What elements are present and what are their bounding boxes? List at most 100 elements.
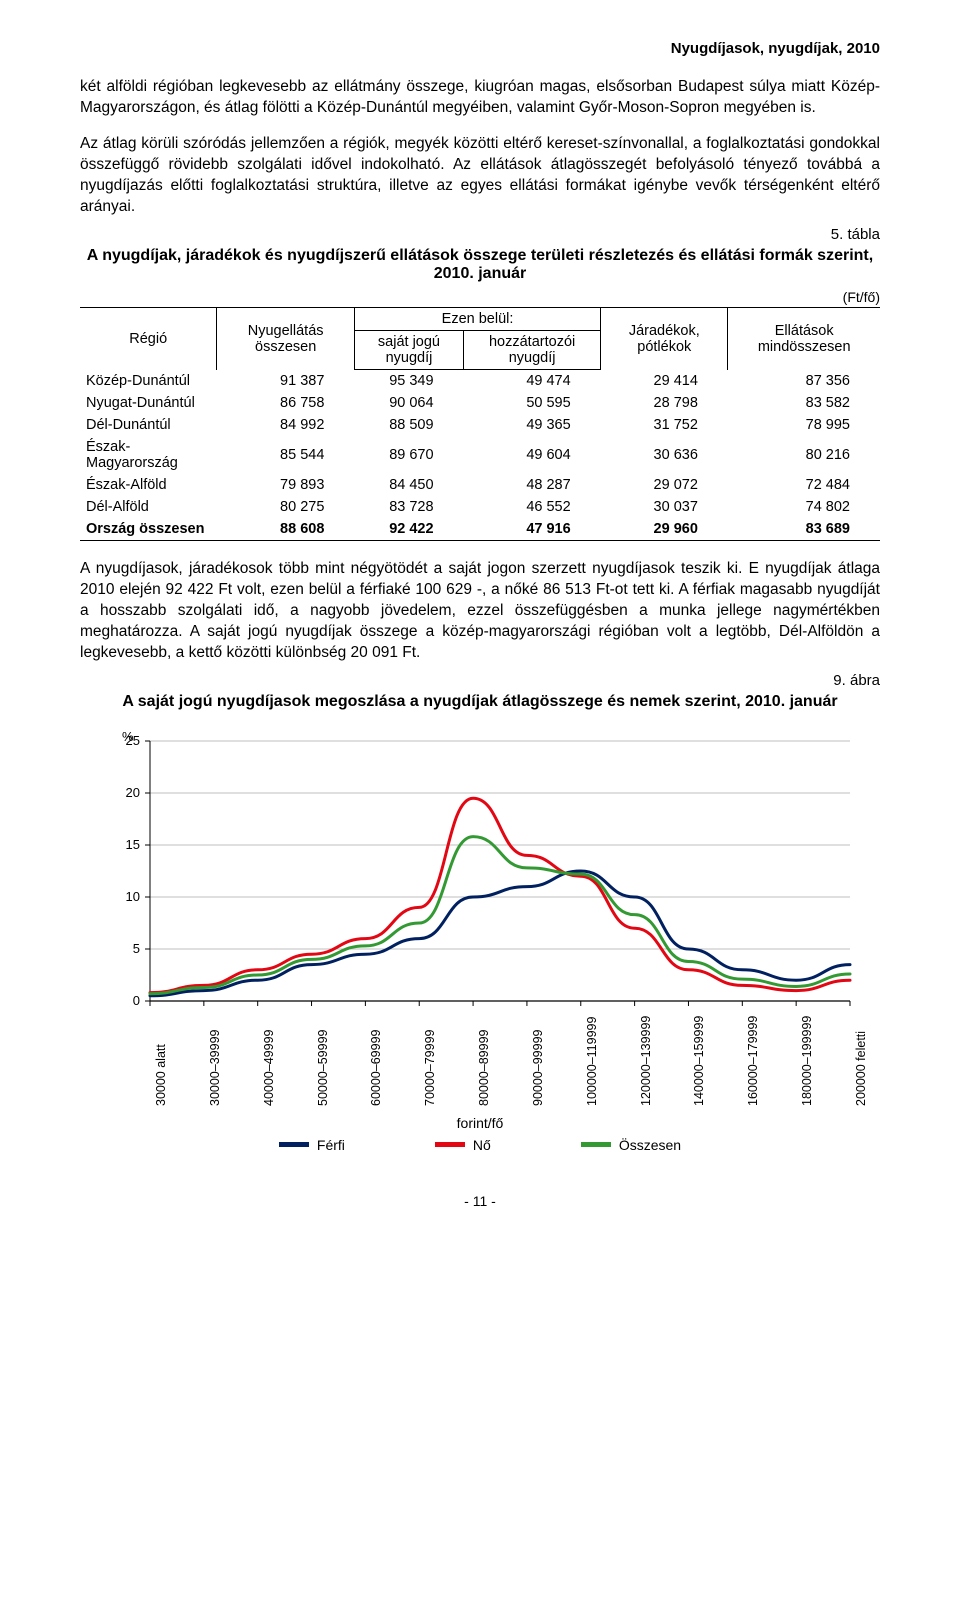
page-header-right: Nyugdíjasok, nyugdíjak, 2010 xyxy=(80,40,880,57)
table-row: Közép-Dunántúl91 38795 34949 47429 41487… xyxy=(80,370,880,393)
table-label: 5. tábla xyxy=(80,226,880,243)
x-tick-label: 200000 feletti xyxy=(854,1031,868,1106)
cell-region: Nyugat-Dunántúl xyxy=(80,392,217,414)
legend-swatch xyxy=(279,1142,309,1147)
table-row: Dél-Alföld80 27583 72846 55230 03774 802 xyxy=(80,496,880,518)
cell-region: Észak-Alföld xyxy=(80,474,217,496)
cell-value: 90 064 xyxy=(354,392,463,414)
cell-region: Közép-Dunántúl xyxy=(80,370,217,393)
cell-value: 49 604 xyxy=(464,436,601,474)
chart-legend: Férfi Nő Összesen xyxy=(80,1137,880,1153)
legend-swatch xyxy=(435,1142,465,1147)
x-tick-label: 30000 alatt xyxy=(154,1044,168,1106)
paragraph-1: két alföldi régióban legkevesebb az ellá… xyxy=(80,77,880,119)
svg-text:0: 0 xyxy=(133,993,140,1008)
legend-item: Nő xyxy=(435,1137,491,1153)
x-axis-title: forint/fő xyxy=(80,1115,880,1131)
cell-value: 87 356 xyxy=(728,370,880,393)
cell-value: 49 474 xyxy=(464,370,601,393)
paragraph-3: A nyugdíjasok, járadékosok több mint nég… xyxy=(80,559,880,664)
cell-value: 78 995 xyxy=(728,414,880,436)
cell-value: 31 752 xyxy=(601,414,728,436)
x-tick-label: 120000–139999 xyxy=(639,1015,653,1105)
cell-value: 83 582 xyxy=(728,392,880,414)
table-row: Észak-Alföld79 89384 45048 28729 07272 4… xyxy=(80,474,880,496)
col-ellatasok: Ellátások mindösszesen xyxy=(728,308,880,370)
cell-region: Dél-Alföld xyxy=(80,496,217,518)
chart-container: 0510152025% 30000 alatt30000–3999940000–… xyxy=(80,731,880,1153)
x-tick-label: 100000–119999 xyxy=(585,1016,599,1105)
col-sajat-jogu: saját jogú nyugdíj xyxy=(354,331,463,370)
col-nyugellatas: Nyugellátás összesen xyxy=(217,308,354,370)
x-tick-label: 180000–199999 xyxy=(800,1015,814,1105)
cell-value: 74 802 xyxy=(728,496,880,518)
cell-value: 80 275 xyxy=(217,496,354,518)
cell-value: 89 670 xyxy=(354,436,463,474)
line-chart: 0510152025% xyxy=(90,731,870,1021)
legend-item: Összesen xyxy=(581,1137,681,1153)
cell-value: 29 960 xyxy=(601,518,728,541)
svg-text:%: % xyxy=(122,731,134,744)
x-tick-label: 160000–179999 xyxy=(746,1015,760,1105)
cell-value: 84 992 xyxy=(217,414,354,436)
x-tick-label: 40000–49999 xyxy=(262,1029,276,1105)
legend-label: Nő xyxy=(473,1137,491,1153)
cell-value: 85 544 xyxy=(217,436,354,474)
cell-value: 80 216 xyxy=(728,436,880,474)
table-title: A nyugdíjak, járadékok és nyugdíjszerű e… xyxy=(80,247,880,283)
cell-value: 50 595 xyxy=(464,392,601,414)
cell-value: 92 422 xyxy=(354,518,463,541)
cell-value: 47 916 xyxy=(464,518,601,541)
svg-text:10: 10 xyxy=(126,889,140,904)
cell-region: Dél-Dunántúl xyxy=(80,414,217,436)
table-row: Nyugat-Dunántúl86 75890 06450 59528 7988… xyxy=(80,392,880,414)
cell-value: 46 552 xyxy=(464,496,601,518)
x-tick-label: 90000–99999 xyxy=(531,1029,545,1105)
cell-value: 83 728 xyxy=(354,496,463,518)
x-axis-labels: 30000 alatt 30000–39999 40000–49999 50000–5… xyxy=(150,1021,850,1111)
cell-value: 48 287 xyxy=(464,474,601,496)
x-tick-label: 60000–69999 xyxy=(369,1029,383,1105)
cell-value: 30 037 xyxy=(601,496,728,518)
cell-value: 49 365 xyxy=(464,414,601,436)
cell-value: 88 608 xyxy=(217,518,354,541)
paragraph-2: Az átlag körüli szóródás jellemzően a ré… xyxy=(80,134,880,218)
cell-value: 79 893 xyxy=(217,474,354,496)
cell-region: Észak-Magyarország xyxy=(80,436,217,474)
col-region: Régió xyxy=(80,308,217,370)
legend-item: Férfi xyxy=(279,1137,345,1153)
table-row: Észak-Magyarország85 54489 67049 60430 6… xyxy=(80,436,880,474)
svg-text:15: 15 xyxy=(126,837,140,852)
x-tick-label: 70000–79999 xyxy=(423,1029,437,1105)
cell-value: 29 072 xyxy=(601,474,728,496)
data-table: Régió Nyugellátás összesen Ezen belül: J… xyxy=(80,307,880,541)
cell-value: 30 636 xyxy=(601,436,728,474)
table-row: Ország összesen88 60892 42247 91629 9608… xyxy=(80,518,880,541)
cell-value: 84 450 xyxy=(354,474,463,496)
table-row: Dél-Dunántúl84 99288 50949 36531 75278 9… xyxy=(80,414,880,436)
figure-label: 9. ábra xyxy=(80,672,880,689)
cell-region: Ország összesen xyxy=(80,518,217,541)
x-tick-label: 50000–59999 xyxy=(316,1029,330,1105)
legend-label: Összesen xyxy=(619,1137,681,1153)
cell-value: 88 509 xyxy=(354,414,463,436)
cell-value: 72 484 xyxy=(728,474,880,496)
chart-title: A saját jogú nyugdíjasok megoszlása a ny… xyxy=(80,693,880,711)
x-tick-label: 30000–39999 xyxy=(208,1029,222,1105)
x-tick-label: 80000–89999 xyxy=(477,1029,491,1105)
legend-swatch xyxy=(581,1142,611,1147)
col-group-ezenbelul: Ezen belül: xyxy=(354,308,600,331)
page-footer: - 11 - xyxy=(80,1193,880,1209)
col-hozzatartozoi: hozzátartozói nyugdíj xyxy=(464,331,601,370)
svg-text:20: 20 xyxy=(126,785,140,800)
svg-text:5: 5 xyxy=(133,941,140,956)
cell-value: 86 758 xyxy=(217,392,354,414)
cell-value: 91 387 xyxy=(217,370,354,393)
table-unit: (Ft/fő) xyxy=(80,289,880,305)
cell-value: 95 349 xyxy=(354,370,463,393)
legend-label: Férfi xyxy=(317,1137,345,1153)
x-tick-label: 140000–159999 xyxy=(692,1015,706,1105)
cell-value: 83 689 xyxy=(728,518,880,541)
col-jaradekok: Járadékok, pótlékok xyxy=(601,308,728,370)
cell-value: 29 414 xyxy=(601,370,728,393)
